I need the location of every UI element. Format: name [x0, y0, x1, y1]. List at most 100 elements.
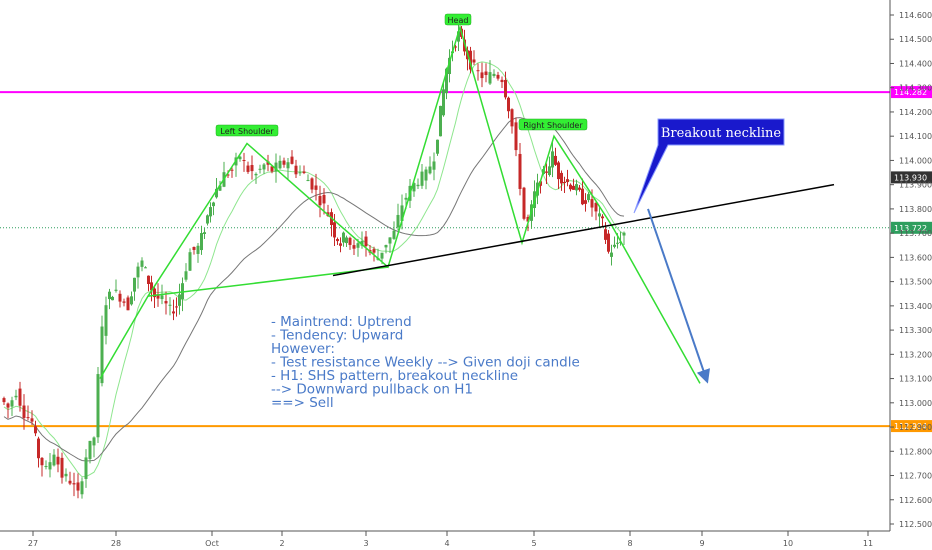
candle-body	[566, 179, 569, 183]
y-tick-label: 112.900	[899, 423, 932, 432]
candle-body	[108, 291, 111, 300]
horizontal-levels: 114.282 112.904 113.930 113.722	[0, 86, 932, 433]
candles	[2, 24, 626, 499]
candle-body	[111, 296, 114, 301]
candle-body	[336, 239, 339, 242]
y-tick-label: 113.400	[899, 302, 932, 311]
candle-body	[380, 252, 384, 259]
candle-body	[118, 293, 122, 302]
y-tick-label: 113.800	[899, 205, 932, 214]
price-tag-label-1: 113.722	[894, 224, 927, 233]
candle-body	[203, 232, 206, 234]
candle-body	[133, 277, 136, 292]
candle-body	[72, 483, 76, 485]
price-tag-bg-1	[891, 221, 932, 234]
candle-body	[598, 213, 601, 217]
candle-body	[364, 236, 368, 247]
candle-body	[604, 229, 607, 240]
candle-body	[545, 171, 548, 173]
candle-body	[572, 185, 575, 190]
candle-body	[457, 31, 460, 42]
candle-body	[14, 395, 18, 398]
callout-text: Breakout neckline	[661, 126, 782, 141]
candle-body	[396, 214, 400, 228]
candle-body	[164, 301, 168, 304]
candle-body	[168, 304, 172, 306]
level-tag-label-0: 114.282	[894, 88, 927, 97]
candle-body	[147, 275, 150, 284]
candle-body	[333, 222, 336, 238]
pattern-label-1: Head	[448, 16, 469, 25]
candle-body	[302, 171, 306, 174]
candle-body	[209, 207, 212, 217]
y-tick-label: 114.000	[899, 156, 932, 165]
candle-body	[254, 173, 258, 176]
candle-body	[507, 97, 510, 112]
candle-body	[428, 166, 432, 174]
candle-body	[578, 187, 581, 190]
candle-body	[188, 252, 192, 271]
annotation-line-3: - Test resistance Weekly --> Given doji …	[271, 355, 580, 371]
candle-body	[184, 271, 188, 280]
level-tag-label-1: 112.904	[894, 422, 927, 431]
candle-body	[60, 457, 64, 478]
candle-body	[432, 161, 436, 170]
annotation-line-5: --> Downward pullback on H1	[271, 382, 473, 398]
candle-body	[175, 306, 178, 308]
candle-body	[266, 161, 270, 165]
candle-body	[246, 165, 250, 172]
candle-body	[584, 200, 587, 204]
annotation-line-0: - Maintrend: Uptrend	[271, 314, 412, 330]
y-tick-label: 114.100	[899, 132, 932, 141]
candle-body	[258, 168, 262, 170]
candle-body	[360, 241, 364, 246]
candle-body	[144, 267, 147, 269]
candle-body	[44, 466, 48, 468]
candle-body	[10, 400, 14, 407]
candle-body	[26, 417, 30, 419]
candle-body	[150, 282, 153, 291]
candle-body	[601, 216, 604, 219]
candle-body	[37, 438, 40, 459]
candle-body	[96, 374, 100, 438]
candle-body	[352, 245, 356, 249]
candle-body	[554, 155, 557, 165]
candle-body	[339, 243, 342, 246]
candle-body	[156, 294, 160, 299]
candle-body	[286, 162, 290, 169]
candle-body	[40, 457, 44, 466]
candle-body	[454, 46, 457, 48]
candle-body	[575, 184, 578, 191]
price-tag-label-0: 113.930	[894, 173, 927, 182]
candle-body	[34, 426, 37, 434]
y-tick-label: 114.600	[899, 11, 932, 20]
candle-body	[84, 457, 88, 479]
breakout-callout: Breakout neckline	[633, 118, 785, 214]
candle-body	[442, 89, 445, 116]
candle-body	[590, 199, 594, 208]
candle-body	[622, 232, 626, 236]
candle-body	[384, 245, 388, 248]
x-tick-label: 4	[444, 539, 449, 548]
candle-body	[526, 216, 530, 222]
x-tick-label: 8	[627, 539, 632, 548]
annotation-text: - Maintrend: Uptrend- Tendency: UpwardHo…	[271, 314, 580, 411]
candle-body	[488, 72, 492, 84]
x-tick-label: 28	[111, 539, 121, 548]
candle-body	[64, 473, 68, 477]
candle-body	[196, 245, 200, 254]
candle-body	[80, 481, 84, 495]
candle-body	[476, 70, 480, 72]
candle-body	[294, 165, 298, 175]
candle-body	[56, 456, 60, 465]
x-tick-label: 5	[531, 539, 536, 548]
y-tick-label: 113.100	[899, 375, 932, 384]
candle-body	[424, 169, 428, 181]
candle-body	[551, 151, 554, 168]
candle-body	[616, 242, 619, 244]
shs-neck-left	[147, 266, 389, 297]
candle-body	[504, 79, 507, 98]
candle-body	[206, 215, 209, 224]
candle-body	[172, 311, 175, 314]
